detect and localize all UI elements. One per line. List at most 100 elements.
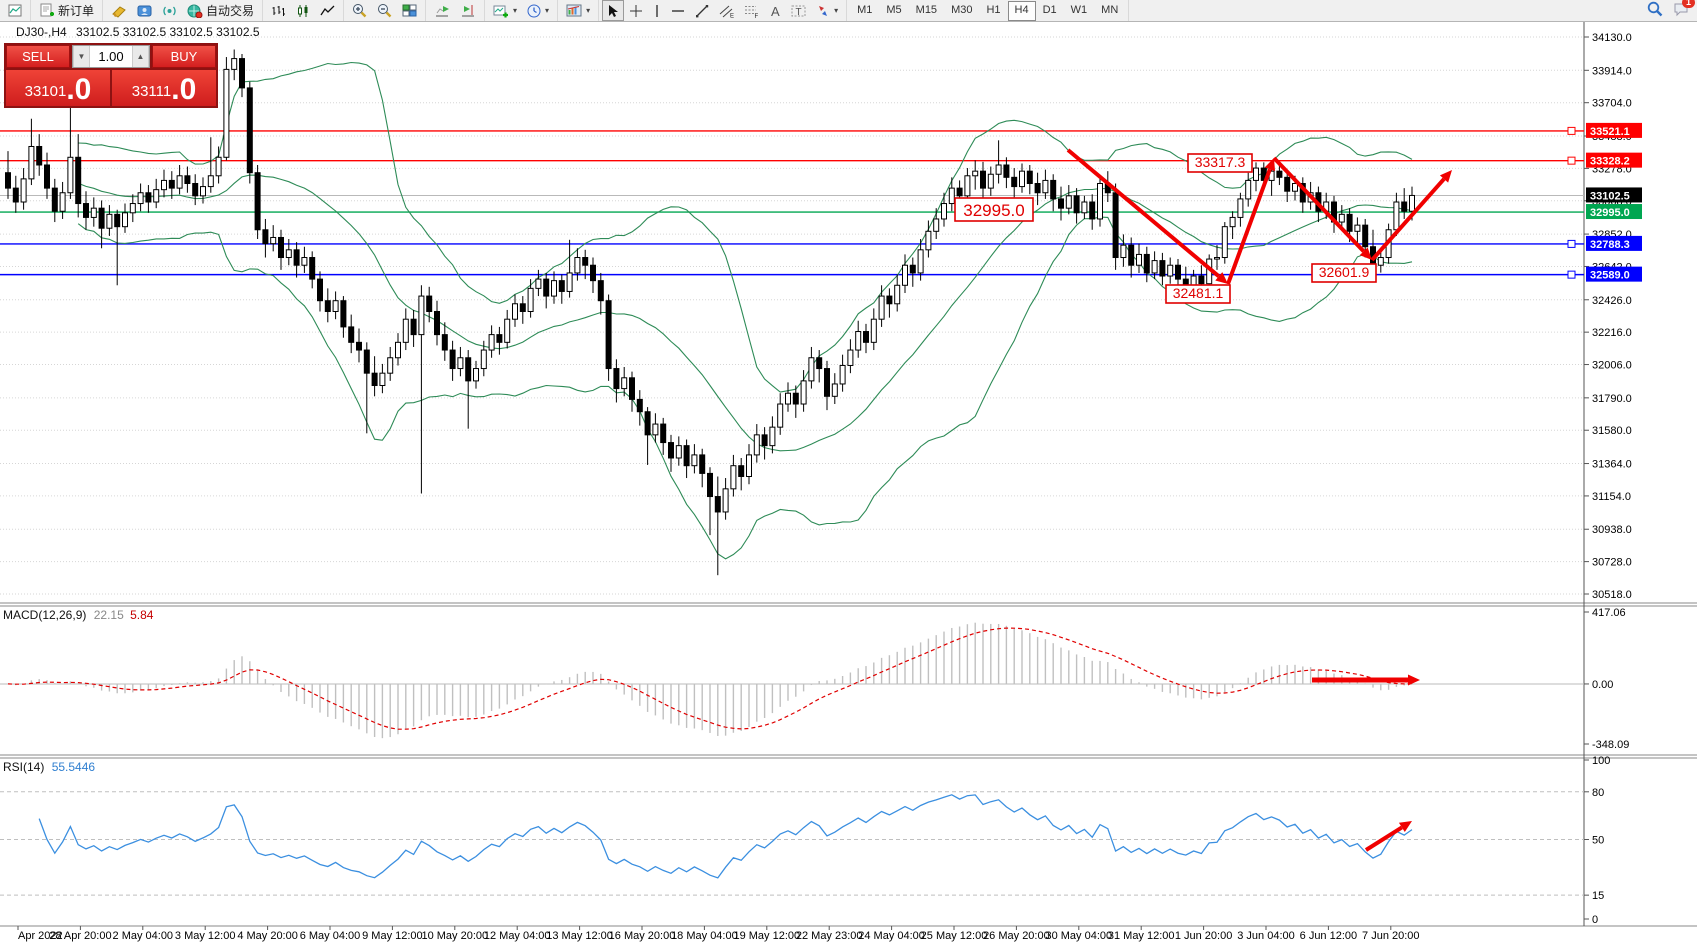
tf-m30-button[interactable]: M30 bbox=[944, 1, 979, 21]
candle bbox=[675, 445, 682, 459]
tf-d1-button[interactable]: D1 bbox=[1036, 1, 1064, 21]
notifications-icon[interactable]: 1 bbox=[1673, 0, 1695, 20]
tf-m5-button[interactable]: M5 bbox=[879, 1, 908, 21]
time-label: 10 May 20:00 bbox=[421, 930, 488, 942]
volume-increase-button[interactable]: ▲ bbox=[132, 46, 149, 67]
arrows-tool[interactable]: ▾ bbox=[811, 0, 843, 21]
candle bbox=[753, 434, 760, 456]
candle bbox=[67, 156, 74, 194]
candle bbox=[636, 398, 643, 413]
tf-m5-label: M5 bbox=[886, 3, 902, 16]
svg-text:34130.0: 34130.0 bbox=[1592, 32, 1632, 44]
candle bbox=[1221, 226, 1228, 259]
candle bbox=[1042, 179, 1049, 194]
new-chart-button[interactable]: ▾ bbox=[488, 0, 522, 21]
svg-text:33704.0: 33704.0 bbox=[1592, 98, 1632, 110]
tf-m15-button[interactable]: M15 bbox=[909, 1, 944, 21]
signals-button[interactable] bbox=[157, 0, 182, 21]
crosshair-tool[interactable] bbox=[624, 0, 648, 21]
tile-windows-button[interactable] bbox=[397, 0, 422, 21]
candle bbox=[270, 236, 277, 245]
sell-price[interactable]: 33101.0 bbox=[6, 70, 110, 106]
vline-tool[interactable] bbox=[648, 0, 666, 21]
new-order-button[interactable]: 新订单 bbox=[34, 0, 99, 21]
candle-chart-button[interactable] bbox=[291, 0, 315, 21]
svg-text:E: E bbox=[730, 13, 734, 18]
time-label: 26 May 20:00 bbox=[983, 930, 1050, 942]
buy-price[interactable]: 33111.0 bbox=[112, 70, 216, 106]
auto-scroll-button[interactable] bbox=[429, 0, 455, 21]
price-badge-32589.0 bbox=[1586, 266, 1642, 282]
bar-chart-button[interactable] bbox=[266, 0, 291, 21]
barchart-icon bbox=[271, 4, 286, 18]
zoom-in-button[interactable] bbox=[347, 0, 372, 21]
period-clock-button[interactable]: ▾ bbox=[522, 0, 554, 21]
candle bbox=[434, 310, 440, 336]
label-tool[interactable]: T bbox=[786, 0, 811, 21]
candle bbox=[605, 300, 612, 370]
svg-text:32216.0: 32216.0 bbox=[1592, 327, 1632, 339]
volume-control: ▼ 1.00 ▲ bbox=[72, 45, 150, 68]
svg-text:A: A bbox=[771, 4, 780, 18]
cursor-tool[interactable] bbox=[602, 0, 625, 21]
hline-tool[interactable] bbox=[666, 0, 690, 21]
sell-button[interactable]: SELL bbox=[6, 45, 70, 68]
annotation-arrow bbox=[1226, 168, 1272, 285]
zoom-out-button[interactable] bbox=[372, 0, 397, 21]
candle bbox=[207, 175, 214, 188]
buy-price-big: .0 bbox=[171, 73, 197, 106]
candle bbox=[480, 349, 487, 370]
candle bbox=[83, 203, 89, 218]
autotrade-button[interactable]: 自动交易 bbox=[182, 0, 259, 21]
tf-mn-button[interactable]: MN bbox=[1094, 1, 1125, 21]
time-label: 9 May 12:00 bbox=[362, 930, 423, 942]
buy-button[interactable]: BUY bbox=[152, 45, 216, 68]
candle bbox=[379, 372, 386, 387]
symbol-ohlc: 33102.5 33102.5 33102.5 33102.5 bbox=[76, 25, 260, 39]
tf-mn-label: MN bbox=[1101, 3, 1119, 16]
tf-h1-button[interactable]: H1 bbox=[979, 1, 1007, 21]
tf-m1-button[interactable]: M1 bbox=[850, 1, 879, 21]
search-icon[interactable] bbox=[1647, 1, 1663, 20]
candle bbox=[1097, 182, 1103, 220]
text-tool[interactable]: A bbox=[764, 0, 786, 21]
neworder-icon bbox=[39, 3, 55, 18]
volume-decrease-button[interactable]: ▼ bbox=[73, 46, 90, 67]
labelT-icon: T bbox=[791, 4, 806, 18]
candle bbox=[777, 403, 784, 428]
chart-shift-button[interactable] bbox=[455, 0, 481, 21]
candle bbox=[831, 383, 838, 397]
trendline-tool[interactable] bbox=[690, 0, 714, 21]
time-label: 12 May 04:00 bbox=[484, 930, 551, 942]
candle bbox=[36, 145, 43, 166]
tf-w1-label: W1 bbox=[1070, 3, 1088, 16]
candle bbox=[168, 179, 175, 189]
styler-button[interactable] bbox=[106, 0, 132, 21]
hline-marker bbox=[1567, 126, 1576, 135]
annotation-arrow bbox=[1364, 825, 1403, 852]
market-button[interactable] bbox=[132, 0, 157, 21]
tf-h4-button[interactable]: H4 bbox=[1007, 0, 1036, 21]
toolbar-group-scroll bbox=[426, 0, 486, 21]
candle bbox=[5, 172, 11, 189]
toolbar-group-chart-types bbox=[263, 0, 345, 21]
svg-text:32788.3: 32788.3 bbox=[1590, 239, 1630, 251]
candle bbox=[683, 445, 690, 467]
fibonacci-tool[interactable]: F bbox=[739, 0, 764, 21]
channel-tool[interactable]: E bbox=[714, 0, 739, 21]
profiles-button[interactable]: ▾ bbox=[561, 0, 595, 21]
candle bbox=[1167, 264, 1174, 277]
svg-text:32426.0: 32426.0 bbox=[1592, 295, 1632, 307]
arrows-icon bbox=[816, 4, 830, 18]
candle bbox=[590, 264, 596, 282]
tf-w1-button[interactable]: W1 bbox=[1064, 1, 1095, 21]
candle bbox=[1377, 257, 1384, 266]
candle bbox=[59, 192, 66, 212]
candle bbox=[441, 334, 448, 351]
svg-text:31580.0: 31580.0 bbox=[1592, 425, 1632, 437]
svg-text:33914.0: 33914.0 bbox=[1592, 65, 1632, 77]
rsi-label: RSI(14) 55.5446 bbox=[3, 760, 95, 774]
line-chart-button[interactable] bbox=[315, 0, 340, 21]
volume-input[interactable]: 1.00 bbox=[98, 49, 124, 64]
